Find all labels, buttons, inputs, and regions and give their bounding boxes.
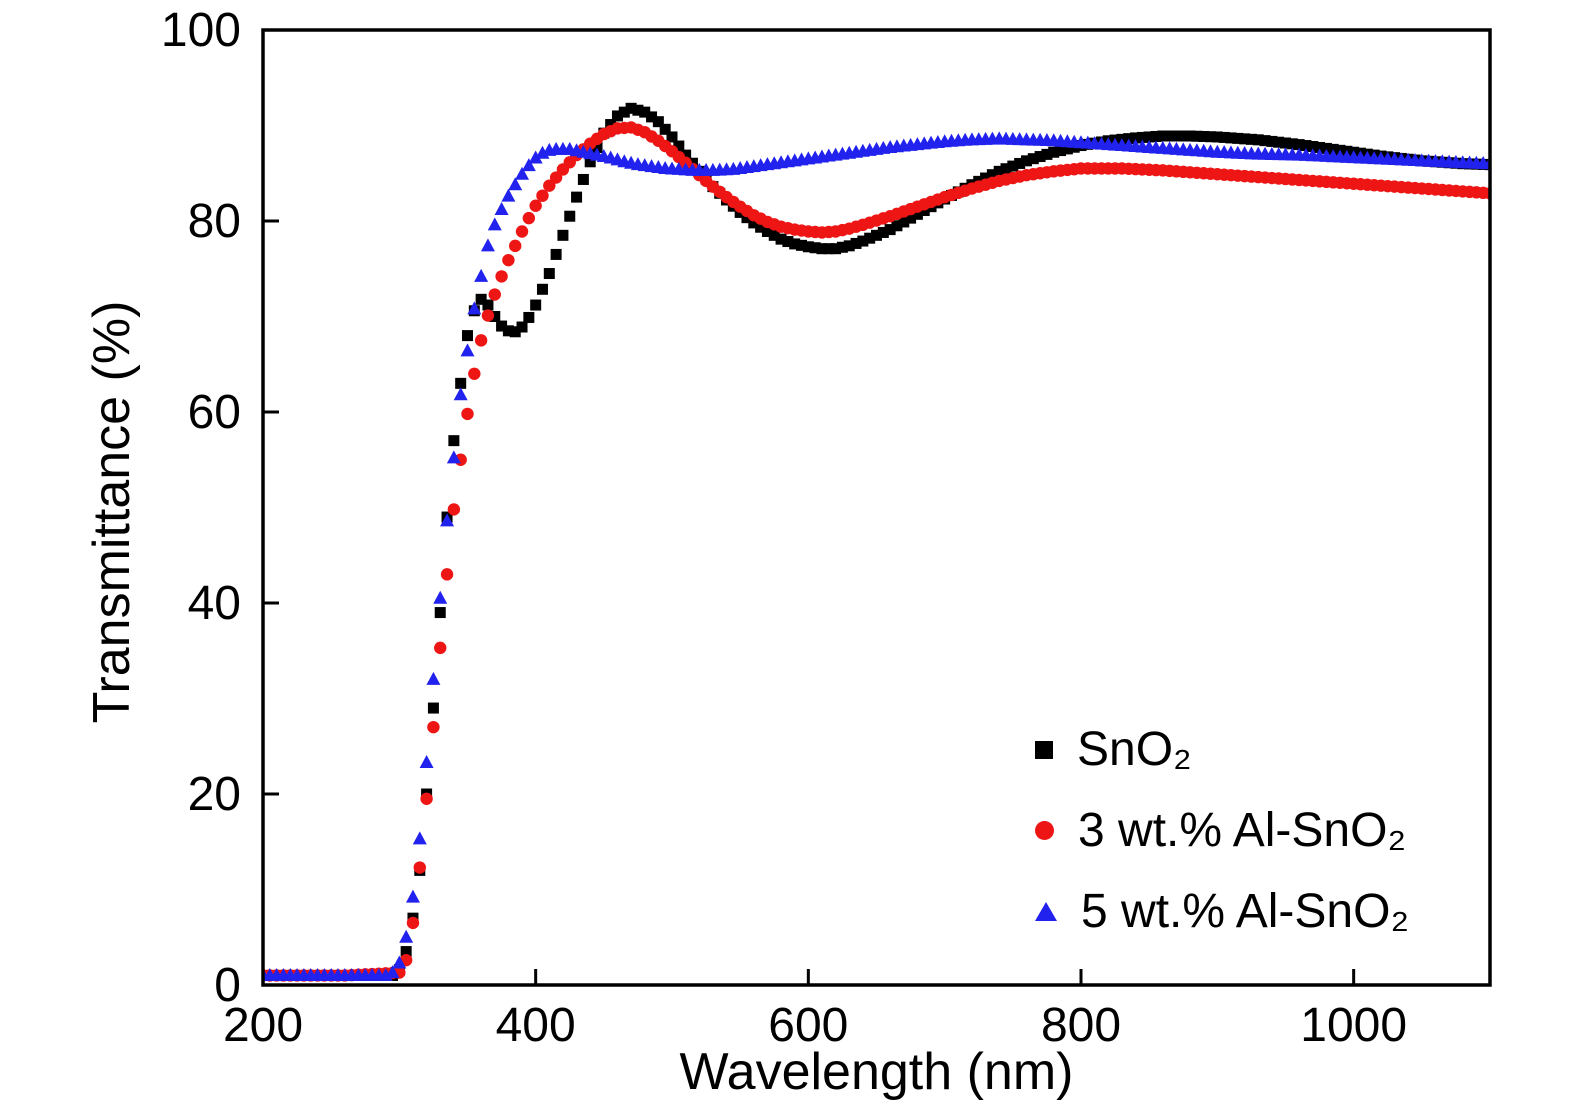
legend-label-5wt-al-sno2: 5 wt.% Al-SnO₂ bbox=[1081, 885, 1410, 938]
square-marker-icon bbox=[1035, 740, 1053, 759]
svg-text:200: 200 bbox=[223, 999, 303, 1052]
legend-label-3wt-al-sno2: 3 wt.% Al-SnO₂ bbox=[1078, 804, 1407, 857]
svg-text:100: 100 bbox=[161, 4, 241, 57]
circle-marker-icon bbox=[1035, 821, 1054, 840]
svg-text:600: 600 bbox=[768, 999, 848, 1052]
svg-text:20: 20 bbox=[188, 768, 241, 821]
x-axis-title: Wavelength (nm) bbox=[679, 1043, 1074, 1101]
svg-text:60: 60 bbox=[188, 386, 241, 439]
legend-item-sno2: SnO₂ bbox=[1035, 722, 1409, 777]
legend-item-3wt-al-sno2: 3 wt.% Al-SnO₂ bbox=[1035, 803, 1409, 858]
legend-item-5wt-al-sno2: 5 wt.% Al-SnO₂ bbox=[1035, 884, 1409, 939]
svg-text:1000: 1000 bbox=[1300, 999, 1407, 1052]
y-axis-title: Transmittance (%) bbox=[83, 300, 141, 724]
legend-label-sno2: SnO₂ bbox=[1077, 723, 1192, 776]
svg-text:40: 40 bbox=[188, 577, 241, 630]
svg-text:80: 80 bbox=[188, 195, 241, 248]
svg-text:400: 400 bbox=[496, 999, 576, 1052]
svg-text:0: 0 bbox=[214, 959, 241, 1012]
svg-text:800: 800 bbox=[1041, 999, 1121, 1052]
triangle-marker-icon bbox=[1035, 902, 1057, 921]
legend: SnO₂ 3 wt.% Al-SnO₂ 5 wt.% Al-SnO₂ bbox=[1035, 722, 1409, 939]
